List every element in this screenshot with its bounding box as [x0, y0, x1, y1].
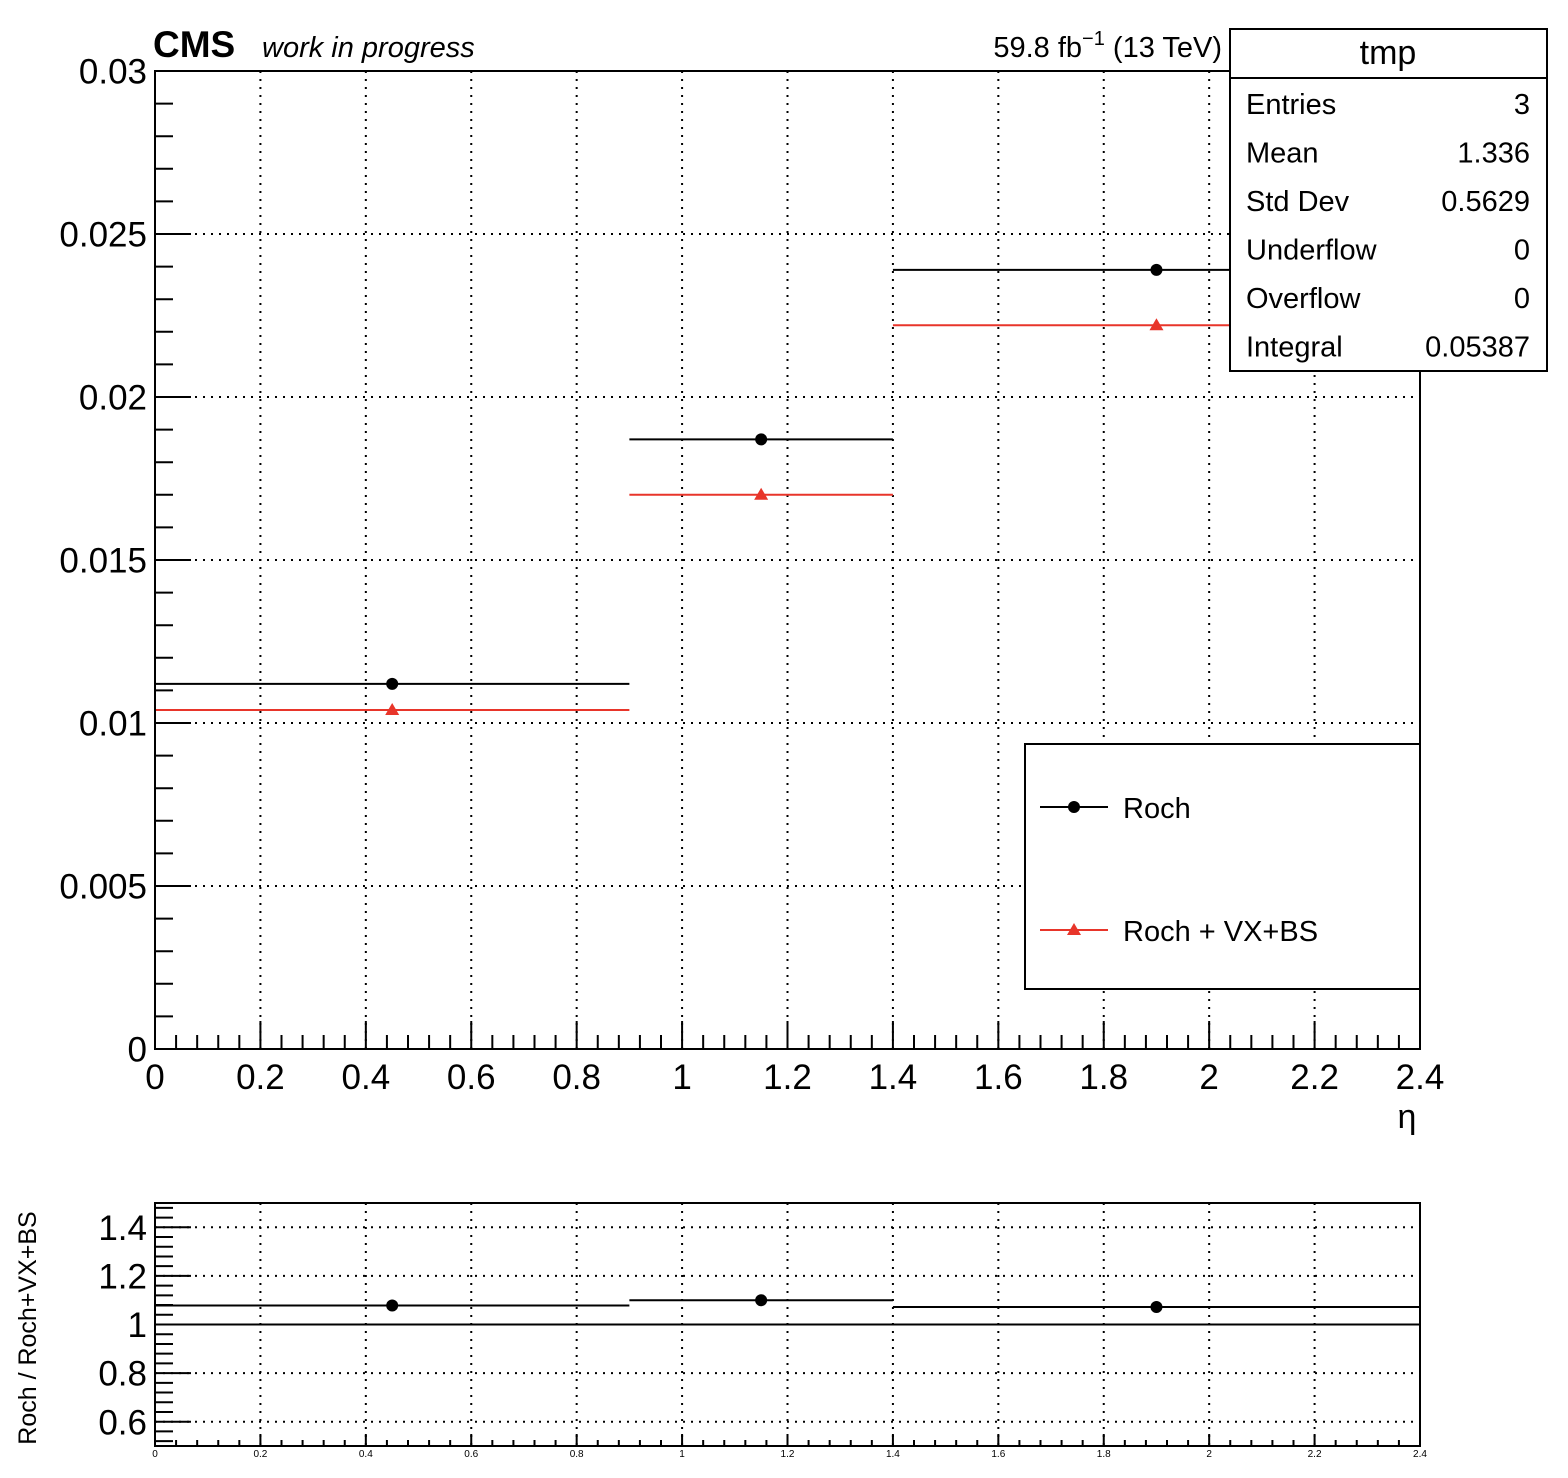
x-tick-label-11: 2.2: [1308, 1449, 1322, 1460]
legend-entry-roch-vxbs: Roch + VX+BS: [1123, 916, 1318, 948]
stats-label-5: Integral: [1246, 332, 1343, 364]
x-tick-label-3: 0.6: [464, 1449, 478, 1460]
stats-label-4: Overflow: [1246, 283, 1361, 315]
y-tick-label-6: 0.03: [79, 53, 147, 92]
series-0-point-0: [386, 677, 399, 690]
series-0-point-2: [1150, 1301, 1163, 1314]
main-plot-panel: 0 0.2 0.4 0.6 0.8 1 1.2 1.4 1.6 1.8 2 2.2 2.4 0 0.005 0…: [59, 53, 1444, 1136]
stats-value-3: 0: [1514, 235, 1530, 267]
x-tick-label-4: 0.8: [552, 1058, 601, 1097]
stats-value-1: 1.336: [1457, 138, 1530, 170]
y-tick-label-4: 0.02: [79, 379, 147, 418]
stats-box-rows: Entries 3 Mean 1.336 Std Dev 0.5629 Underflow 0…: [1246, 89, 1530, 364]
y-tick-label-2: 0.01: [79, 705, 147, 744]
x-tick-label-10: 2: [1206, 1449, 1212, 1460]
ratio-series-group: [155, 1294, 1420, 1314]
x-tick-label-3: 0.6: [447, 1058, 496, 1097]
y-tick-label-3: 0.015: [59, 542, 147, 581]
x-tick-label-5: 1: [679, 1449, 685, 1460]
y-tick-label-3: 1.2: [98, 1258, 147, 1297]
series-0-point-1: [755, 433, 768, 446]
y-tick-label-4: 1.4: [98, 1209, 147, 1248]
x-tick-label-6: 1.2: [781, 1449, 795, 1460]
stats-value-0: 3: [1514, 89, 1530, 121]
main-axis-tick-labels: 0 0.2 0.4 0.6 0.8 1 1.2 1.4 1.6 1.8 2 2.2 2.4 0 0.005 0…: [59, 53, 1444, 1097]
x-tick-label-7: 1.4: [869, 1058, 918, 1097]
legend: Roch Roch + VX+BS: [1024, 743, 1421, 990]
x-tick-label-9: 1.8: [1097, 1449, 1111, 1460]
ratio-y-axis-label: Roch / Roch+VX+BS: [14, 1211, 42, 1444]
main-plot-frame: [154, 70, 1421, 1050]
x-tick-label-8: 1.6: [974, 1058, 1023, 1097]
lumi-label: 59.8 fb−1 (13 TeV): [993, 28, 1222, 64]
y-tick-label-2: 1: [128, 1306, 147, 1345]
stats-value-4: 0: [1514, 283, 1530, 315]
series-1-point-0: [385, 702, 400, 715]
x-tick-label-0: 0: [145, 1058, 164, 1097]
x-tick-label-0: 0: [152, 1449, 158, 1460]
y-tick-label-0: 0.6: [98, 1403, 147, 1442]
x-tick-label-4: 0.8: [570, 1449, 584, 1460]
x-tick-label-12: 2.4: [1413, 1449, 1427, 1460]
x-tick-label-5: 1: [672, 1058, 691, 1097]
stats-box-title: tmp: [1360, 34, 1417, 72]
stats-label-2: Std Dev: [1246, 186, 1350, 218]
series-0-point-1: [755, 1294, 768, 1307]
legend-entry-roch: Roch: [1123, 793, 1191, 825]
x-tick-label-2: 0.4: [342, 1058, 391, 1097]
main-axis-ticks: [154, 70, 1421, 1050]
x-tick-label-9: 1.8: [1079, 1058, 1128, 1097]
series-1-point-1: [754, 487, 769, 500]
lumi-exponent: −1: [1082, 28, 1105, 50]
legend-marker-roch: [1068, 801, 1080, 813]
stats-label-1: Mean: [1246, 138, 1319, 170]
x-tick-label-10: 2: [1199, 1058, 1218, 1097]
experiment-label: CMS: [153, 24, 235, 65]
y-tick-label-1: 0.005: [59, 868, 147, 907]
stats-value-2: 0.5629: [1441, 186, 1530, 218]
lumi-prefix: 59.8 fb: [993, 32, 1082, 64]
main-grid: [155, 71, 1420, 1049]
x-tick-label-6: 1.2: [763, 1058, 812, 1097]
x-tick-label-2: 0.4: [359, 1449, 373, 1460]
x-tick-label-1: 0.2: [236, 1058, 285, 1097]
legend-marker-roch-vxbs: [1067, 923, 1081, 935]
stats-box-frame: [1229, 28, 1548, 372]
series-1-point-2: [1149, 318, 1164, 331]
y-tick-label-1: 0.8: [98, 1355, 147, 1394]
x-tick-label-8: 1.6: [991, 1449, 1005, 1460]
ratio-plot-panel: 0 0.2 0.4 0.6 0.8 1 1.2 1.4 1.6 1.8 2 2.2 2.4 0.6 0.8 1…: [14, 1202, 1427, 1460]
x-tick-label-11: 2.2: [1290, 1058, 1339, 1097]
stats-label-0: Entries: [1246, 89, 1336, 121]
legend-box: [1024, 743, 1421, 990]
stats-label-3: Underflow: [1246, 235, 1378, 267]
y-tick-label-5: 0.025: [59, 216, 147, 255]
stats-value-5: 0.05387: [1425, 332, 1530, 364]
y-tick-label-0: 0: [128, 1031, 147, 1070]
stats-box: tmp Entries 3 Mean 1.336 Std Dev 0.5629 Underf…: [1229, 28, 1548, 372]
x-tick-label-12: 2.4: [1396, 1058, 1445, 1097]
x-axis-label: η: [1398, 1098, 1417, 1136]
ratio-axis-tick-labels: 0 0.2 0.4 0.6 0.8 1 1.2 1.4 1.6 1.8 2 2.2 2.4 0.6 0.8 1…: [98, 1209, 1427, 1460]
x-tick-label-7: 1.4: [886, 1449, 900, 1460]
status-label: work in progress: [262, 32, 475, 64]
series-0-point-0: [386, 1299, 399, 1312]
series-0-point-2: [1150, 263, 1163, 276]
lumi-suffix: (13 TeV): [1105, 32, 1222, 64]
x-tick-label-1: 0.2: [253, 1449, 267, 1460]
ratio-plot-frame: [154, 1202, 1421, 1447]
